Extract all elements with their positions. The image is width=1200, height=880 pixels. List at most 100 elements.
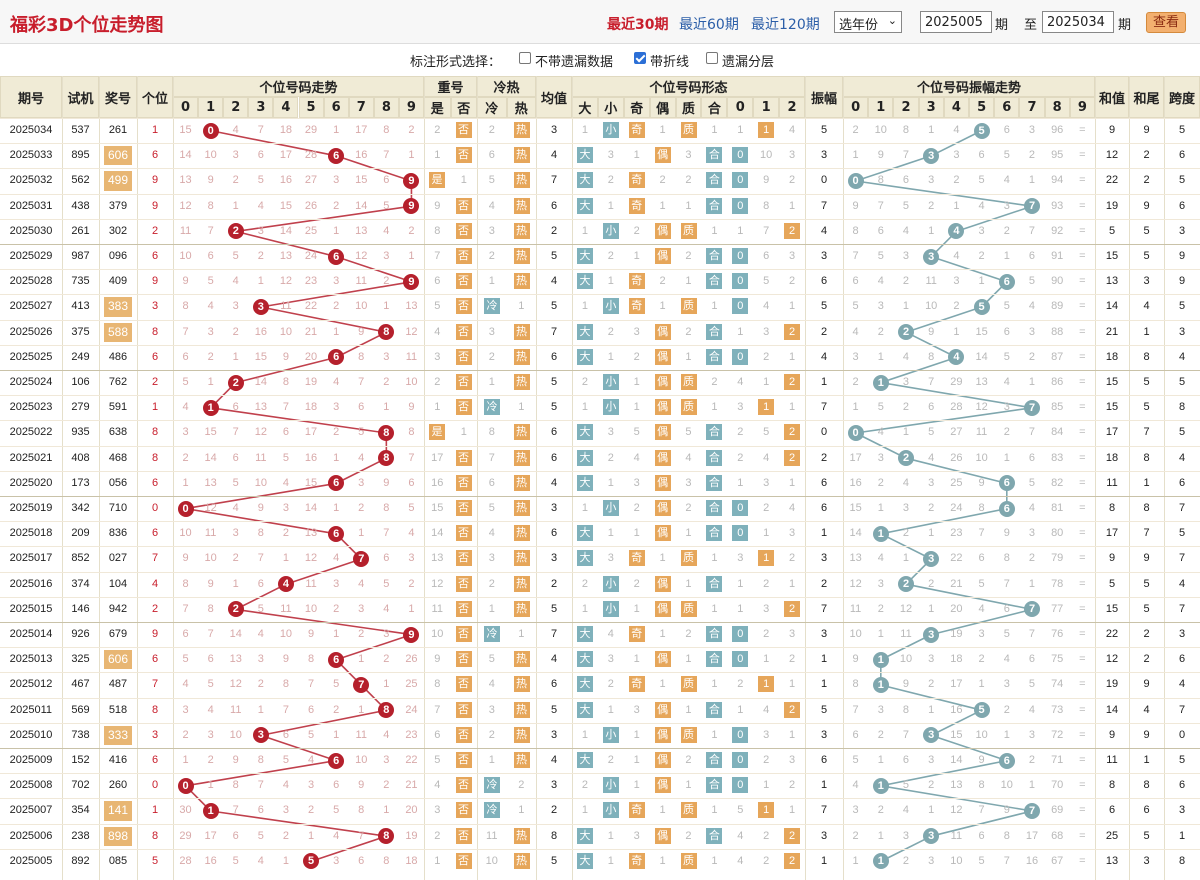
repeat-count: 2 [434, 829, 441, 842]
missing-count: 5 [257, 829, 264, 842]
missing-count: 2 [232, 325, 239, 338]
top-bar: 福彩3D个位走势图 最近30期 最近60期 最近120期 选年份 ⌄ 202500… [0, 0, 1200, 44]
missing-count: 15 [279, 199, 293, 212]
sum-cell: 6 [1108, 804, 1116, 817]
missing-count: 5 [182, 376, 189, 388]
repeat-tag: 否 [455, 197, 472, 214]
hotcold-count: 2 [488, 124, 495, 136]
amp-missing: 7 [1028, 426, 1036, 439]
unit-digit-ball: 8 [378, 324, 395, 341]
form-tag: 合 [706, 273, 723, 290]
missing-count: 8 [383, 854, 390, 867]
form-tag: 小 [602, 726, 619, 743]
amp-ball: 1 [872, 853, 889, 870]
form-tag: 大 [576, 147, 593, 164]
layered-checkbox[interactable] [706, 52, 718, 64]
polyline-checkbox[interactable] [634, 52, 646, 64]
amp-ball: 2 [898, 324, 914, 341]
missing-count: 2 [383, 653, 390, 666]
issue-cell: 2025026 [9, 325, 53, 338]
missing-count: 19 [304, 376, 318, 388]
hot-tag: 热 [513, 197, 530, 214]
missing-count: 3 [282, 804, 289, 817]
unit-digit-ball: 8 [378, 425, 395, 441]
missing-count: 1 [333, 628, 340, 640]
form-count: 5 [633, 426, 640, 439]
form-tag: 1 [758, 676, 775, 693]
amp-missing: 7 [1003, 577, 1010, 590]
form-count: 3 [788, 149, 796, 162]
sumtail-cell: 8 [1143, 350, 1150, 363]
amp-cell: 3 [820, 552, 828, 565]
amp-missing: 83 [1051, 451, 1064, 464]
amp-missing: 4 [1028, 703, 1036, 716]
span-cell: 6 [1178, 779, 1186, 792]
header-sum: 和值 [1095, 76, 1129, 118]
form-count: 1 [607, 350, 614, 363]
amp-missing: 4 [877, 426, 884, 439]
amp-missing: 1 [877, 829, 884, 842]
form-count: 3 [607, 552, 614, 565]
prize-cell: 518 [108, 703, 128, 716]
form-count: 2 [788, 174, 796, 187]
amp-missing: 3 [1003, 678, 1010, 691]
form-count: 1 [788, 199, 796, 212]
period-30-link[interactable]: 最近30期 [607, 17, 669, 33]
missing-count: 5 [307, 728, 315, 741]
missing-count: 12 [229, 678, 242, 691]
amp-missing: 3 [928, 174, 935, 187]
amp-missing: 2 [877, 476, 884, 489]
period-60-link[interactable]: 最近60期 [679, 17, 739, 33]
unit-cell: 6 [151, 350, 159, 363]
amp-missing: 1 [1028, 779, 1036, 792]
amp-missing: 12 [975, 401, 988, 414]
repeat-tag: 否 [455, 449, 472, 466]
avg-cell: 3 [550, 728, 558, 741]
amp-missing: 76 [1051, 628, 1064, 640]
sum-cell: 5 [1108, 577, 1116, 590]
form-count: 2 [763, 829, 770, 842]
form-count: 1 [711, 300, 718, 313]
to-issue-input[interactable]: 2025034 [1042, 11, 1114, 33]
sum-cell: 11 [1106, 476, 1118, 489]
sum-cell: 22 [1105, 628, 1119, 640]
avg-cell: 4 [550, 149, 558, 162]
amp-missing: 1 [978, 275, 985, 288]
sumtail-cell: 5 [1143, 376, 1150, 388]
form-tag: 大 [576, 525, 593, 542]
amp-missing: 1 [953, 199, 960, 212]
amp-missing: = [1079, 451, 1086, 464]
prize-cell: 409 [108, 275, 128, 288]
header-issue[interactable]: 期号 [0, 76, 62, 118]
amp-missing: 90 [1051, 275, 1064, 288]
form-tag: 偶 [654, 777, 671, 794]
missing-count: 4 [207, 300, 214, 313]
prize-cell: 379 [108, 199, 128, 212]
prize-cell: 762 [108, 376, 128, 388]
missing-count: 8 [232, 779, 239, 792]
amp-ball: 6 [998, 475, 1015, 492]
form-tag: 小 [602, 298, 619, 315]
missing-count: 3 [383, 628, 390, 640]
trend-table: 期号 试机 奖号 个位 均值 振幅 和值 和尾 跨度 个位号码走势 重号 冷热 个位号码形态 个位号码振幅… [0, 76, 1200, 880]
query-button[interactable]: 查看 [1146, 12, 1186, 33]
no-missing-checkbox[interactable] [519, 52, 531, 64]
repeat-tag: 否 [455, 852, 472, 869]
cold-tag: 冷 [484, 626, 500, 642]
sum-cell: 12 [1105, 653, 1119, 666]
sumtail-cell: 1 [1143, 325, 1150, 338]
missing-count: 15 [355, 174, 368, 187]
form-count: 1 [581, 804, 588, 817]
missing-count: 2 [333, 199, 340, 212]
form-count: 1 [685, 199, 692, 212]
missing-count: 6 [257, 577, 264, 590]
form-tag: 质 [680, 374, 697, 390]
column-divider [1164, 76, 1165, 880]
period-120-link[interactable]: 最近120期 [751, 17, 820, 33]
from-issue-input[interactable]: 2025005 [920, 11, 992, 33]
prize-cell: 261 [108, 124, 128, 136]
form-count: 1 [685, 653, 692, 666]
header-digit: 9 [398, 97, 424, 118]
sumtail-cell: 3 [1143, 854, 1150, 867]
year-select[interactable]: 选年份 ⌄ [834, 11, 902, 33]
